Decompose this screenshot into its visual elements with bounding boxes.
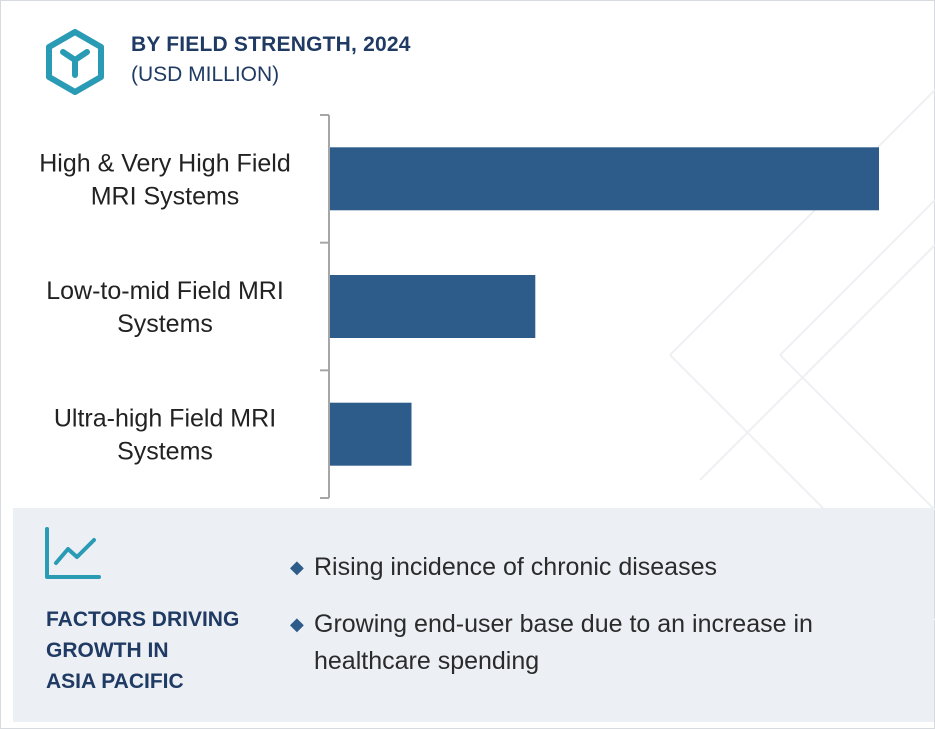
hexagon-logo-icon (46, 29, 104, 95)
factors-title-line: GROWTH IN (46, 639, 169, 662)
category-label-line: Ultra-high Field MRI (54, 405, 276, 433)
category-label-line: Systems (117, 310, 213, 338)
factor-bullet: ◆ Growing end-user base due to an increa… (290, 610, 904, 680)
y-axis (320, 114, 330, 499)
factors-title: FACTORS DRIVING GROWTH IN ASIA PACIFIC (46, 604, 276, 697)
factor-bullet-text: Growing end-user base due to an increase… (314, 610, 813, 675)
category-label: Low-to-mid Field MRI Systems (46, 277, 284, 338)
category-labels: High & Very High Field MRI Systems Low-to-… (39, 149, 291, 465)
factors-title-line: ASIA PACIFIC (46, 670, 184, 693)
factor-bullet: ◆ Rising incidence of chronic diseases (290, 553, 904, 586)
category-label-line: MRI Systems (91, 182, 240, 210)
category-label-line: High & Very High Field (39, 149, 291, 177)
category-label-line: Systems (117, 438, 213, 466)
category-label-line: Low-to-mid Field MRI (46, 277, 284, 305)
bar (330, 147, 879, 211)
category-label: Ultra-high Field MRI Systems (54, 405, 276, 466)
bar (330, 275, 536, 338)
growth-chart-icon (45, 527, 101, 579)
chart-subtitle: (USD MILLION) (131, 63, 280, 86)
bar-chart: High & Very High Field MRI Systems Low-to-… (39, 114, 879, 499)
diamond-bullet-icon: ◆ (290, 614, 304, 634)
diamond-bullet-icon: ◆ (290, 557, 304, 577)
bar (330, 402, 412, 466)
category-label: High & Very High Field MRI Systems (39, 149, 291, 210)
bars (330, 147, 879, 466)
factors-panel (13, 508, 934, 722)
factors-title-line: FACTORS DRIVING (46, 608, 240, 631)
factor-bullet-text: Rising incidence of chronic diseases (314, 553, 717, 581)
chart-title: BY FIELD STRENGTH, 2024 (131, 33, 411, 56)
